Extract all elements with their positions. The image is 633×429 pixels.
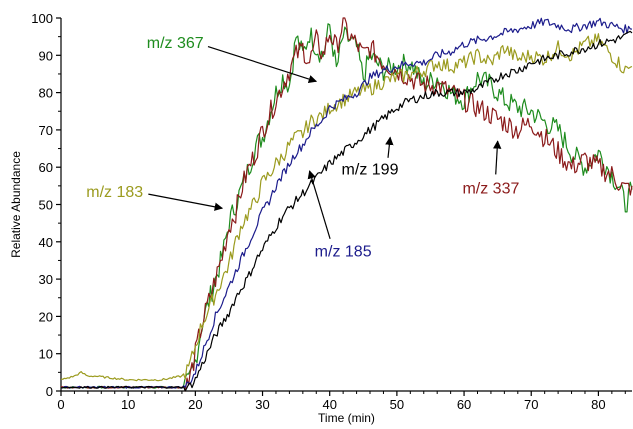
y-tick-label: 0 xyxy=(46,384,53,399)
annotation-arrow xyxy=(207,45,318,84)
x-tick-label: 0 xyxy=(57,397,64,412)
x-axis-ticks: 0 10 20 30 40 50 60 70 80 xyxy=(57,391,626,412)
y-tick-label: 30 xyxy=(39,272,53,287)
series-lines xyxy=(60,17,633,392)
y-tick-label: 20 xyxy=(39,309,53,324)
x-axis-title: Time (min) xyxy=(318,411,375,425)
x-tick-label: 60 xyxy=(457,397,471,412)
y-axis-ticks: 0 10 20 30 40 50 60 70 80 90 100 xyxy=(31,11,61,399)
annotation-arrow xyxy=(493,140,502,175)
series-annotations: m/z 367 m/z 183 m/z 185 m/z 199 m/z 337 xyxy=(86,35,519,261)
annotation-arrow xyxy=(385,136,394,158)
x-tick-label: 40 xyxy=(322,397,336,412)
x-tick-label: 80 xyxy=(591,397,605,412)
x-tick-label: 30 xyxy=(255,397,269,412)
y-tick-label: 80 xyxy=(39,86,53,101)
series-line xyxy=(60,17,633,389)
y-tick-label: 70 xyxy=(39,123,53,138)
y-tick-label: 90 xyxy=(39,48,53,63)
y-axis-title: Relative Abundance xyxy=(9,151,23,258)
series-line xyxy=(60,33,633,382)
y-tick-label: 50 xyxy=(39,198,53,213)
series-annotation-label: m/z 185 xyxy=(315,244,372,261)
annotation-arrow xyxy=(148,193,224,211)
series-annotation-label: m/z 183 xyxy=(86,184,143,201)
series-line xyxy=(60,17,633,392)
y-tick-label: 10 xyxy=(39,347,53,362)
x-tick-label: 10 xyxy=(121,397,135,412)
series-line xyxy=(60,23,633,389)
series-annotation-label: m/z 367 xyxy=(147,35,204,52)
series-annotation-label: m/z 337 xyxy=(462,180,519,197)
x-tick-label: 70 xyxy=(524,397,538,412)
y-tick-label: 100 xyxy=(31,11,53,26)
x-tick-label: 20 xyxy=(188,397,202,412)
series-annotation-label: m/z 199 xyxy=(342,162,399,179)
series-line xyxy=(60,30,633,392)
y-tick-label: 60 xyxy=(39,160,53,175)
x-tick-label: 50 xyxy=(390,397,404,412)
y-tick-label: 40 xyxy=(39,235,53,250)
annotation-arrow xyxy=(307,170,331,239)
